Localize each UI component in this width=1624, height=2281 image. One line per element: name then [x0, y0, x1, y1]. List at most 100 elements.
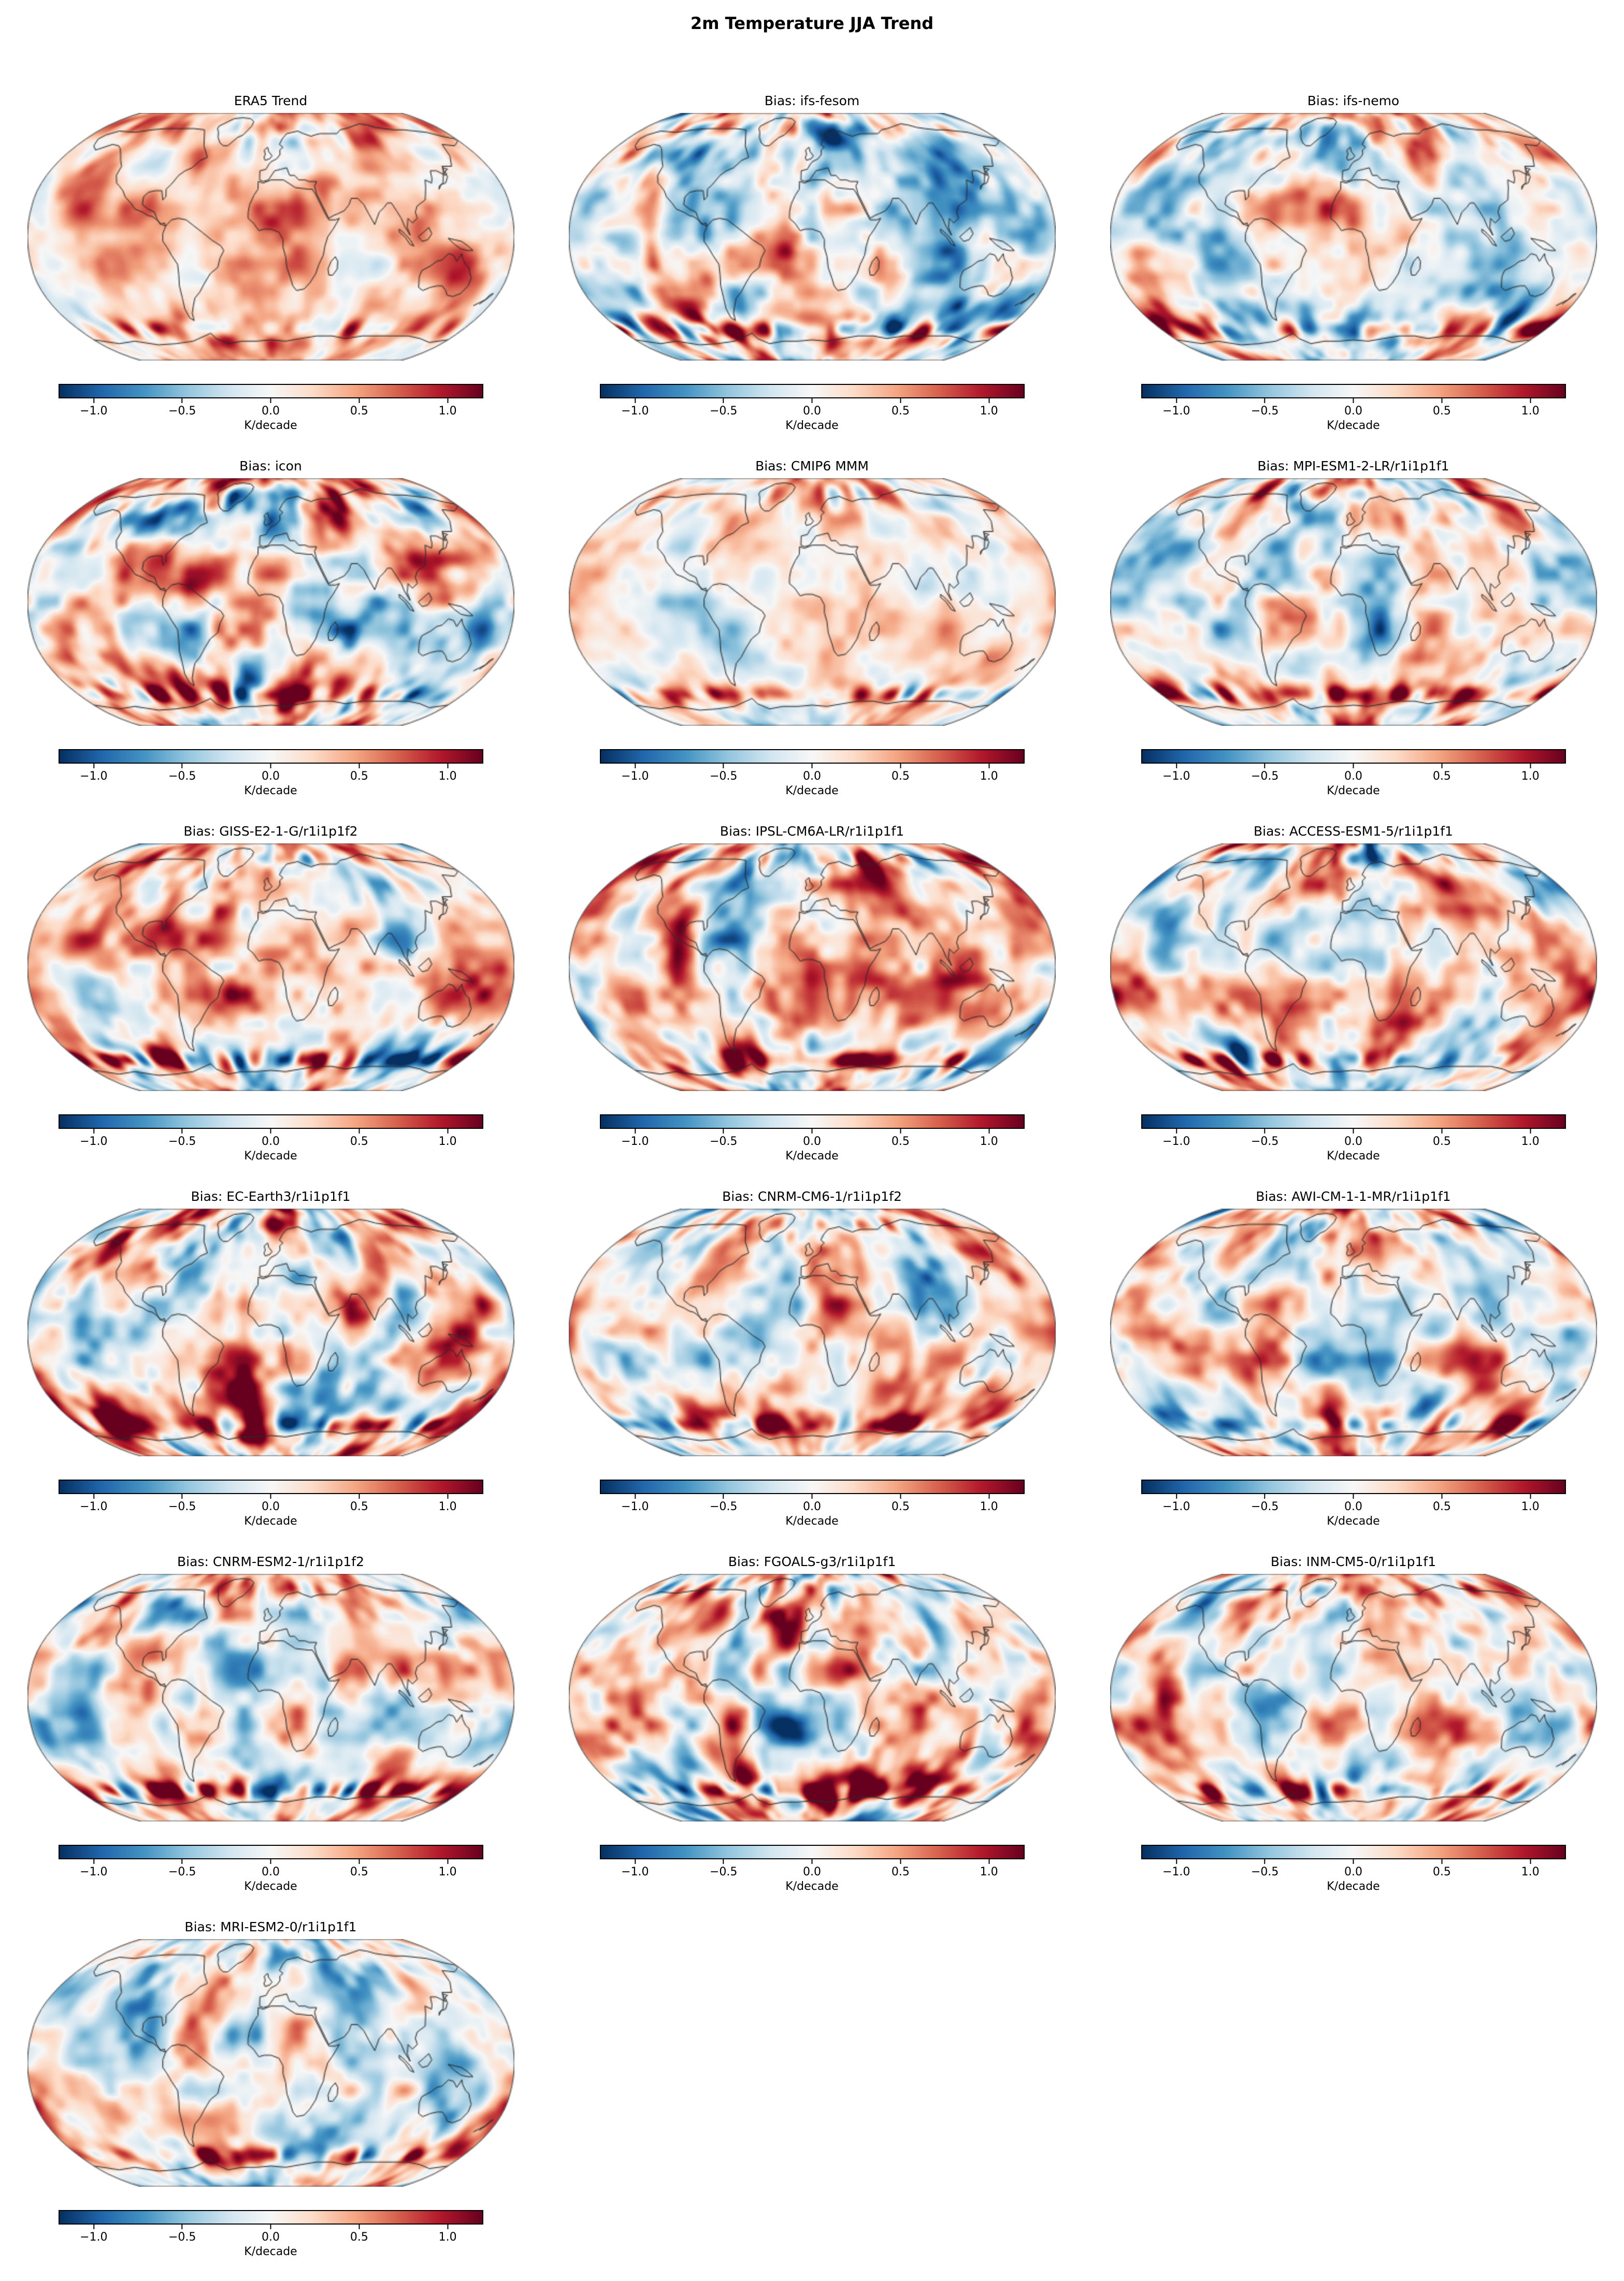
panel-title: Bias: MPI-ESM1-2-LR/r1i1p1f1: [1257, 458, 1449, 474]
world-map-canvas: [1110, 1574, 1597, 1821]
colorbar-tick: 0.0: [803, 764, 821, 783]
tick-mark: [1353, 398, 1354, 403]
colorbar-tick: −1.0: [1162, 398, 1190, 418]
colorbar-tick: −1.0: [621, 1129, 649, 1148]
panel-title: Bias: MRI-ESM2-0/r1i1p1f1: [184, 1919, 357, 1934]
colorbar-gradient: [1141, 384, 1566, 398]
tick-mark: [900, 1129, 901, 1134]
tick-mark: [1353, 1859, 1354, 1864]
world-map-canvas: [568, 1574, 1056, 1821]
figure: 2m Temperature JJA Trend ERA5 Trend −1.0…: [0, 13, 1624, 2258]
colorbar-ticks: −1.0 −0.5 0.0 0.5 1.0: [600, 1859, 1025, 1880]
colorbar-gradient: [599, 749, 1025, 764]
colorbar: −1.0 −0.5 0.0 0.5 1.0 K/decade: [58, 749, 483, 797]
colorbar-tick: −1.0: [1162, 1859, 1190, 1878]
colorbar-tick: 0.5: [1433, 1859, 1451, 1878]
tick-mark: [358, 1859, 360, 1864]
tick-label: 0.5: [891, 405, 910, 418]
tick-mark: [1441, 764, 1443, 768]
tick-label: 0.0: [1344, 1500, 1362, 1513]
tick-mark: [447, 1494, 449, 1499]
colorbar-tick: 1.0: [439, 2225, 457, 2244]
colorbar-tick: 0.5: [350, 764, 368, 783]
tick-label: −1.0: [80, 1866, 108, 1878]
panel-title: Bias: FGOALS-g3/r1i1p1f1: [728, 1554, 896, 1569]
tick-mark: [811, 764, 813, 768]
colorbar-units-label: K/decade: [1327, 419, 1380, 432]
tick-label: −1.0: [1162, 1866, 1190, 1878]
tick-label: 1.0: [980, 405, 998, 418]
colorbar-tick: 1.0: [439, 1129, 457, 1148]
tick-mark: [634, 1129, 636, 1134]
colorbar-tick: 0.5: [892, 1859, 910, 1878]
tick-label: 0.0: [803, 1866, 821, 1878]
tick-label: 0.5: [350, 405, 368, 418]
tick-label: 0.5: [1432, 1135, 1451, 1148]
colorbar: −1.0 −0.5 0.0 0.5 1.0 K/decade: [58, 1114, 483, 1163]
tick-label: 0.5: [350, 1500, 368, 1513]
colorbar-gradient: [58, 2210, 483, 2225]
colorbar-tick: −0.5: [1251, 1859, 1278, 1878]
colorbar-tick: 0.5: [892, 764, 910, 783]
tick-label: 0.5: [891, 1500, 910, 1513]
tick-label: 1.0: [1521, 1866, 1540, 1878]
tick-mark: [1530, 398, 1531, 403]
panel-title: Bias: EC-Earth3/r1i1p1f1: [191, 1189, 351, 1204]
colorbar-ticks: −1.0 −0.5 0.0 0.5 1.0: [1141, 1494, 1566, 1515]
colorbar-tick: 1.0: [980, 1859, 998, 1878]
tick-label: −1.0: [621, 1866, 649, 1878]
tick-label: −0.5: [1251, 1135, 1279, 1148]
tick-mark: [1353, 1494, 1354, 1499]
colorbar-tick: −0.5: [168, 1859, 196, 1878]
tick-label: 1.0: [1521, 770, 1540, 783]
colorbar-tick: 1.0: [1521, 1859, 1540, 1878]
tick-label: −0.5: [709, 405, 738, 418]
tick-mark: [358, 398, 360, 403]
map-panel: Bias: INM-CM5-0/r1i1p1f1 −1.0 −0.5 0.0 0.5 1…: [1095, 1554, 1613, 1893]
colorbar-gradient: [58, 1480, 483, 1494]
colorbar-tick: 0.0: [262, 1494, 280, 1513]
tick-mark: [723, 398, 724, 403]
colorbar-ticks: −1.0 −0.5 0.0 0.5 1.0: [59, 1494, 483, 1515]
colorbar-units-label: K/decade: [785, 1515, 839, 1528]
map-panel: Bias: GISS-E2-1-G/r1i1p1f2 −1.0 −0.5 0.0 0.…: [12, 824, 530, 1163]
tick-mark: [181, 2225, 183, 2229]
world-map-canvas: [568, 113, 1056, 361]
world-map-canvas: [27, 1939, 514, 2187]
map-panel: Bias: IPSL-CM6A-LR/r1i1p1f1 −1.0 −0.5 0.0 0…: [553, 824, 1071, 1163]
colorbar-tick: 0.0: [1344, 764, 1362, 783]
colorbar-tick: 0.5: [350, 2225, 368, 2244]
colorbar-gradient: [1141, 1845, 1566, 1859]
tick-mark: [270, 1859, 271, 1864]
tick-label: −1.0: [1162, 770, 1190, 783]
tick-label: 0.5: [891, 770, 910, 783]
tick-mark: [1530, 1129, 1531, 1134]
colorbar-tick: 1.0: [980, 1129, 998, 1148]
colorbar-tick: 1.0: [1521, 398, 1540, 418]
tick-label: −0.5: [709, 1866, 738, 1878]
colorbar-ticks: −1.0 −0.5 0.0 0.5 1.0: [600, 764, 1025, 784]
colorbar-units-label: K/decade: [244, 419, 297, 432]
colorbar: −1.0 −0.5 0.0 0.5 1.0 K/decade: [1141, 1845, 1566, 1893]
tick-mark: [900, 398, 901, 403]
tick-mark: [811, 1494, 813, 1499]
tick-mark: [181, 1494, 183, 1499]
tick-mark: [634, 1494, 636, 1499]
map-panel: Bias: ifs-nemo −1.0 −0.5 0.0 0.5 1.0 K/decad…: [1095, 93, 1613, 432]
colorbar-tick: 0.0: [1344, 1859, 1362, 1878]
tick-label: 0.0: [262, 1135, 280, 1148]
tick-mark: [1175, 398, 1177, 403]
tick-mark: [723, 764, 724, 768]
world-map-canvas: [1110, 1209, 1597, 1456]
colorbar-tick: 1.0: [1521, 1129, 1540, 1148]
figure-title: 2m Temperature JJA Trend: [690, 13, 934, 33]
colorbar-units-label: K/decade: [244, 784, 297, 797]
tick-label: −0.5: [709, 1135, 738, 1148]
tick-mark: [358, 1129, 360, 1134]
colorbar-gradient: [599, 1114, 1025, 1129]
tick-label: 0.0: [262, 1500, 280, 1513]
colorbar-tick: 0.0: [1344, 398, 1362, 418]
tick-label: 0.5: [891, 1135, 910, 1148]
tick-mark: [900, 1494, 901, 1499]
tick-mark: [1353, 1129, 1354, 1134]
